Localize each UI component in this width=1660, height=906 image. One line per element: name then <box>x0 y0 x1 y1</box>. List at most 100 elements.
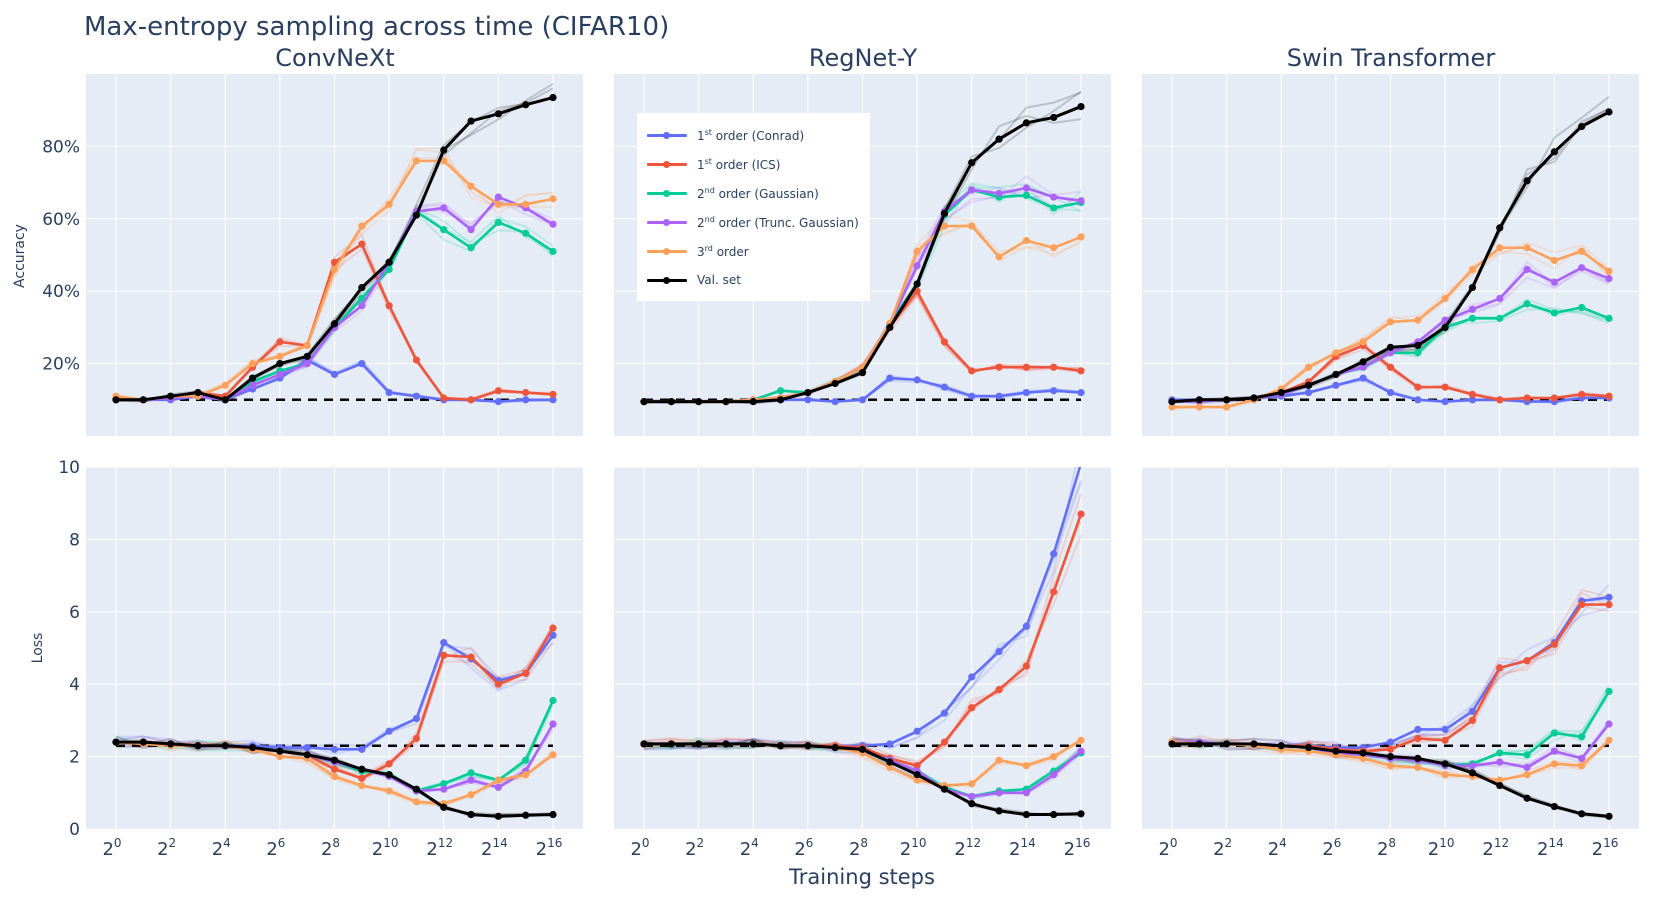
data-point-conrad[interactable] <box>940 383 949 391</box>
data-point-third_order[interactable] <box>494 200 502 208</box>
data-point-ics[interactable] <box>995 363 1003 371</box>
data-point-conrad[interactable] <box>804 396 812 404</box>
data-point-ics[interactable] <box>1496 396 1504 404</box>
data-point-third_order[interactable] <box>1195 403 1203 411</box>
data-point-third_order[interactable] <box>1414 763 1422 772</box>
data-point-gaussian[interactable] <box>494 218 502 227</box>
data-point-gaussian[interactable] <box>385 265 393 274</box>
data-point-val_set[interactable] <box>940 785 949 793</box>
data-point-val_set[interactable] <box>640 740 648 748</box>
data-point-ics[interactable] <box>1496 664 1504 672</box>
data-point-third_order[interactable] <box>494 776 502 784</box>
data-point-trunc_gaussian[interactable] <box>440 204 448 212</box>
data-point-third_order[interactable] <box>1386 318 1395 326</box>
data-point-ics[interactable] <box>522 669 530 677</box>
data-point-conrad[interactable] <box>549 396 557 404</box>
data-point-third_order[interactable] <box>968 222 976 230</box>
data-point-conrad[interactable] <box>385 388 393 397</box>
data-point-ics[interactable] <box>1441 383 1449 391</box>
data-point-conrad[interactable] <box>1414 725 1422 734</box>
data-point-conrad[interactable] <box>358 745 366 753</box>
data-point-gaussian[interactable] <box>1523 300 1531 308</box>
data-point-ics[interactable] <box>522 388 530 397</box>
data-point-val_set[interactable] <box>995 135 1003 143</box>
data-point-ics[interactable] <box>494 387 502 395</box>
data-point-val_set[interactable] <box>968 800 976 808</box>
data-point-val_set[interactable] <box>194 388 202 397</box>
data-point-ics[interactable] <box>1022 662 1030 670</box>
data-point-conrad[interactable] <box>1050 550 1058 558</box>
data-point-trunc_gaussian[interactable] <box>303 360 311 368</box>
data-point-val_set[interactable] <box>1332 370 1340 379</box>
data-point-trunc_gaussian[interactable] <box>467 776 475 784</box>
data-point-val_set[interactable] <box>1168 398 1176 406</box>
data-point-ics[interactable] <box>1523 394 1531 402</box>
data-point-ics[interactable] <box>1022 363 1030 371</box>
data-point-ics[interactable] <box>467 653 475 661</box>
data-point-third_order[interactable] <box>1496 244 1504 252</box>
data-point-val_set[interactable] <box>1414 341 1422 350</box>
data-point-val_set[interactable] <box>968 159 976 167</box>
data-point-third_order[interactable] <box>1578 762 1586 770</box>
data-point-gaussian[interactable] <box>522 229 530 237</box>
data-point-val_set[interactable] <box>522 101 530 109</box>
data-point-val_set[interactable] <box>858 369 867 377</box>
data-point-trunc_gaussian[interactable] <box>1605 720 1613 728</box>
data-point-gaussian[interactable] <box>1496 314 1504 322</box>
data-point-val_set[interactable] <box>330 756 339 764</box>
data-point-ics[interactable] <box>412 734 421 743</box>
data-point-gaussian[interactable] <box>1578 303 1586 312</box>
data-point-third_order[interactable] <box>1022 762 1030 770</box>
data-point-conrad[interactable] <box>1441 398 1449 406</box>
data-point-third_order[interactable] <box>995 756 1003 764</box>
data-point-gaussian[interactable] <box>549 247 557 255</box>
data-point-trunc_gaussian[interactable] <box>549 720 557 728</box>
data-point-ics[interactable] <box>1386 363 1395 371</box>
data-point-val_set[interactable] <box>412 211 421 219</box>
data-point-trunc_gaussian[interactable] <box>1441 316 1449 324</box>
data-point-conrad[interactable] <box>303 743 311 752</box>
data-point-trunc_gaussian[interactable] <box>1550 278 1558 286</box>
data-point-val_set[interactable] <box>1277 742 1285 750</box>
data-point-ics[interactable] <box>494 680 502 688</box>
data-point-val_set[interactable] <box>1468 283 1477 292</box>
data-point-val_set[interactable] <box>1050 113 1058 122</box>
data-point-third_order[interactable] <box>1441 771 1449 779</box>
data-point-third_order[interactable] <box>1077 736 1085 744</box>
data-point-gaussian[interactable] <box>1022 191 1030 199</box>
data-point-conrad[interactable] <box>1077 388 1085 397</box>
data-point-conrad[interactable] <box>1414 396 1422 404</box>
data-point-ics[interactable] <box>358 774 366 782</box>
data-point-third_order[interactable] <box>1223 403 1231 411</box>
data-point-val_set[interactable] <box>1605 812 1613 820</box>
data-point-val_set[interactable] <box>886 758 894 766</box>
data-point-conrad[interactable] <box>1022 388 1030 397</box>
data-point-ics[interactable] <box>995 686 1003 694</box>
data-point-val_set[interactable] <box>358 283 366 292</box>
data-point-val_set[interactable] <box>858 745 867 753</box>
data-point-val_set[interactable] <box>749 398 757 406</box>
data-point-val_set[interactable] <box>695 398 703 406</box>
data-point-val_set[interactable] <box>1304 381 1313 389</box>
data-point-conrad[interactable] <box>1022 622 1030 630</box>
data-point-trunc_gaussian[interactable] <box>494 783 502 791</box>
data-point-gaussian[interactable] <box>776 387 785 395</box>
data-point-val_set[interactable] <box>167 740 175 748</box>
data-point-ics[interactable] <box>1386 745 1395 753</box>
data-point-ics[interactable] <box>940 738 949 746</box>
data-point-val_set[interactable] <box>667 398 675 406</box>
legend-item-gaussian[interactable]: 2nd order (Gaussian) <box>645 183 819 203</box>
data-point-third_order[interactable] <box>995 253 1003 261</box>
data-point-third_order[interactable] <box>358 781 366 790</box>
data-point-conrad[interactable] <box>913 727 921 735</box>
data-point-third_order[interactable] <box>1605 267 1613 275</box>
data-point-ics[interactable] <box>358 240 366 248</box>
data-point-third_order[interactable] <box>1414 316 1422 324</box>
data-point-ics[interactable] <box>1550 394 1558 402</box>
data-point-ics[interactable] <box>276 338 284 346</box>
data-point-ics[interactable] <box>330 765 339 773</box>
data-point-third_order[interactable] <box>385 200 393 208</box>
data-point-conrad[interactable] <box>1386 738 1395 746</box>
data-point-third_order[interactable] <box>1523 244 1531 252</box>
data-point-val_set[interactable] <box>776 742 785 750</box>
